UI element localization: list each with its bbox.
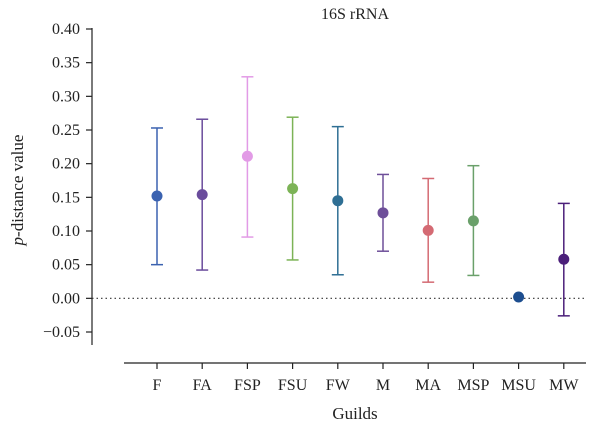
x-tick-label: MSP bbox=[457, 377, 489, 394]
mean-point bbox=[422, 224, 434, 236]
y-tick-label: 0.20 bbox=[52, 156, 80, 173]
mean-point bbox=[241, 150, 253, 162]
y-tick-label: 0.30 bbox=[52, 88, 80, 105]
chart-title: 16S rRNA bbox=[321, 6, 389, 23]
y-tick-label: 0.15 bbox=[52, 189, 80, 206]
y-tick-label: 0.40 bbox=[52, 21, 80, 38]
y-tick-label: 0.35 bbox=[52, 55, 80, 72]
y-tick-label: 0.00 bbox=[52, 290, 80, 307]
x-tick-label: FSU bbox=[278, 377, 308, 394]
x-tick-label: MW bbox=[549, 377, 579, 394]
mean-point bbox=[377, 207, 389, 219]
x-tick-label: M bbox=[376, 377, 390, 394]
x-tick-label: FSP bbox=[234, 377, 261, 394]
x-ticks: F FA FSP FSU FW M MA MSP MSU MW bbox=[153, 363, 579, 394]
y-tick-label: 0.25 bbox=[52, 122, 80, 139]
y-tick-label: 0.10 bbox=[52, 223, 80, 240]
mean-point bbox=[513, 291, 525, 303]
mean-points bbox=[151, 150, 570, 303]
y-axis-title-italic: p bbox=[8, 237, 27, 247]
error-bars bbox=[151, 76, 570, 317]
y-axis-title: p-distance value bbox=[8, 135, 27, 247]
x-tick-label: MSU bbox=[501, 377, 536, 394]
mean-point bbox=[332, 195, 344, 207]
y-ticks: −0.05 0.00 0.05 0.10 0.15 0.20 0.25 0.30 0.35 0.4… bbox=[43, 21, 92, 341]
mean-point bbox=[196, 189, 208, 201]
mean-point bbox=[151, 190, 163, 202]
y-tick-label: −0.05 bbox=[43, 324, 80, 341]
x-axis-title: Guilds bbox=[332, 404, 377, 423]
mean-point bbox=[467, 215, 479, 227]
y-axis-title-rest: -distance value bbox=[8, 135, 27, 237]
x-tick-label: MA bbox=[415, 377, 441, 394]
mean-point bbox=[287, 183, 299, 195]
x-tick-label: F bbox=[153, 377, 162, 394]
y-tick-label: 0.05 bbox=[52, 257, 80, 274]
x-tick-label: FW bbox=[326, 377, 351, 394]
mean-point bbox=[558, 253, 570, 265]
x-tick-label: FA bbox=[193, 377, 213, 394]
